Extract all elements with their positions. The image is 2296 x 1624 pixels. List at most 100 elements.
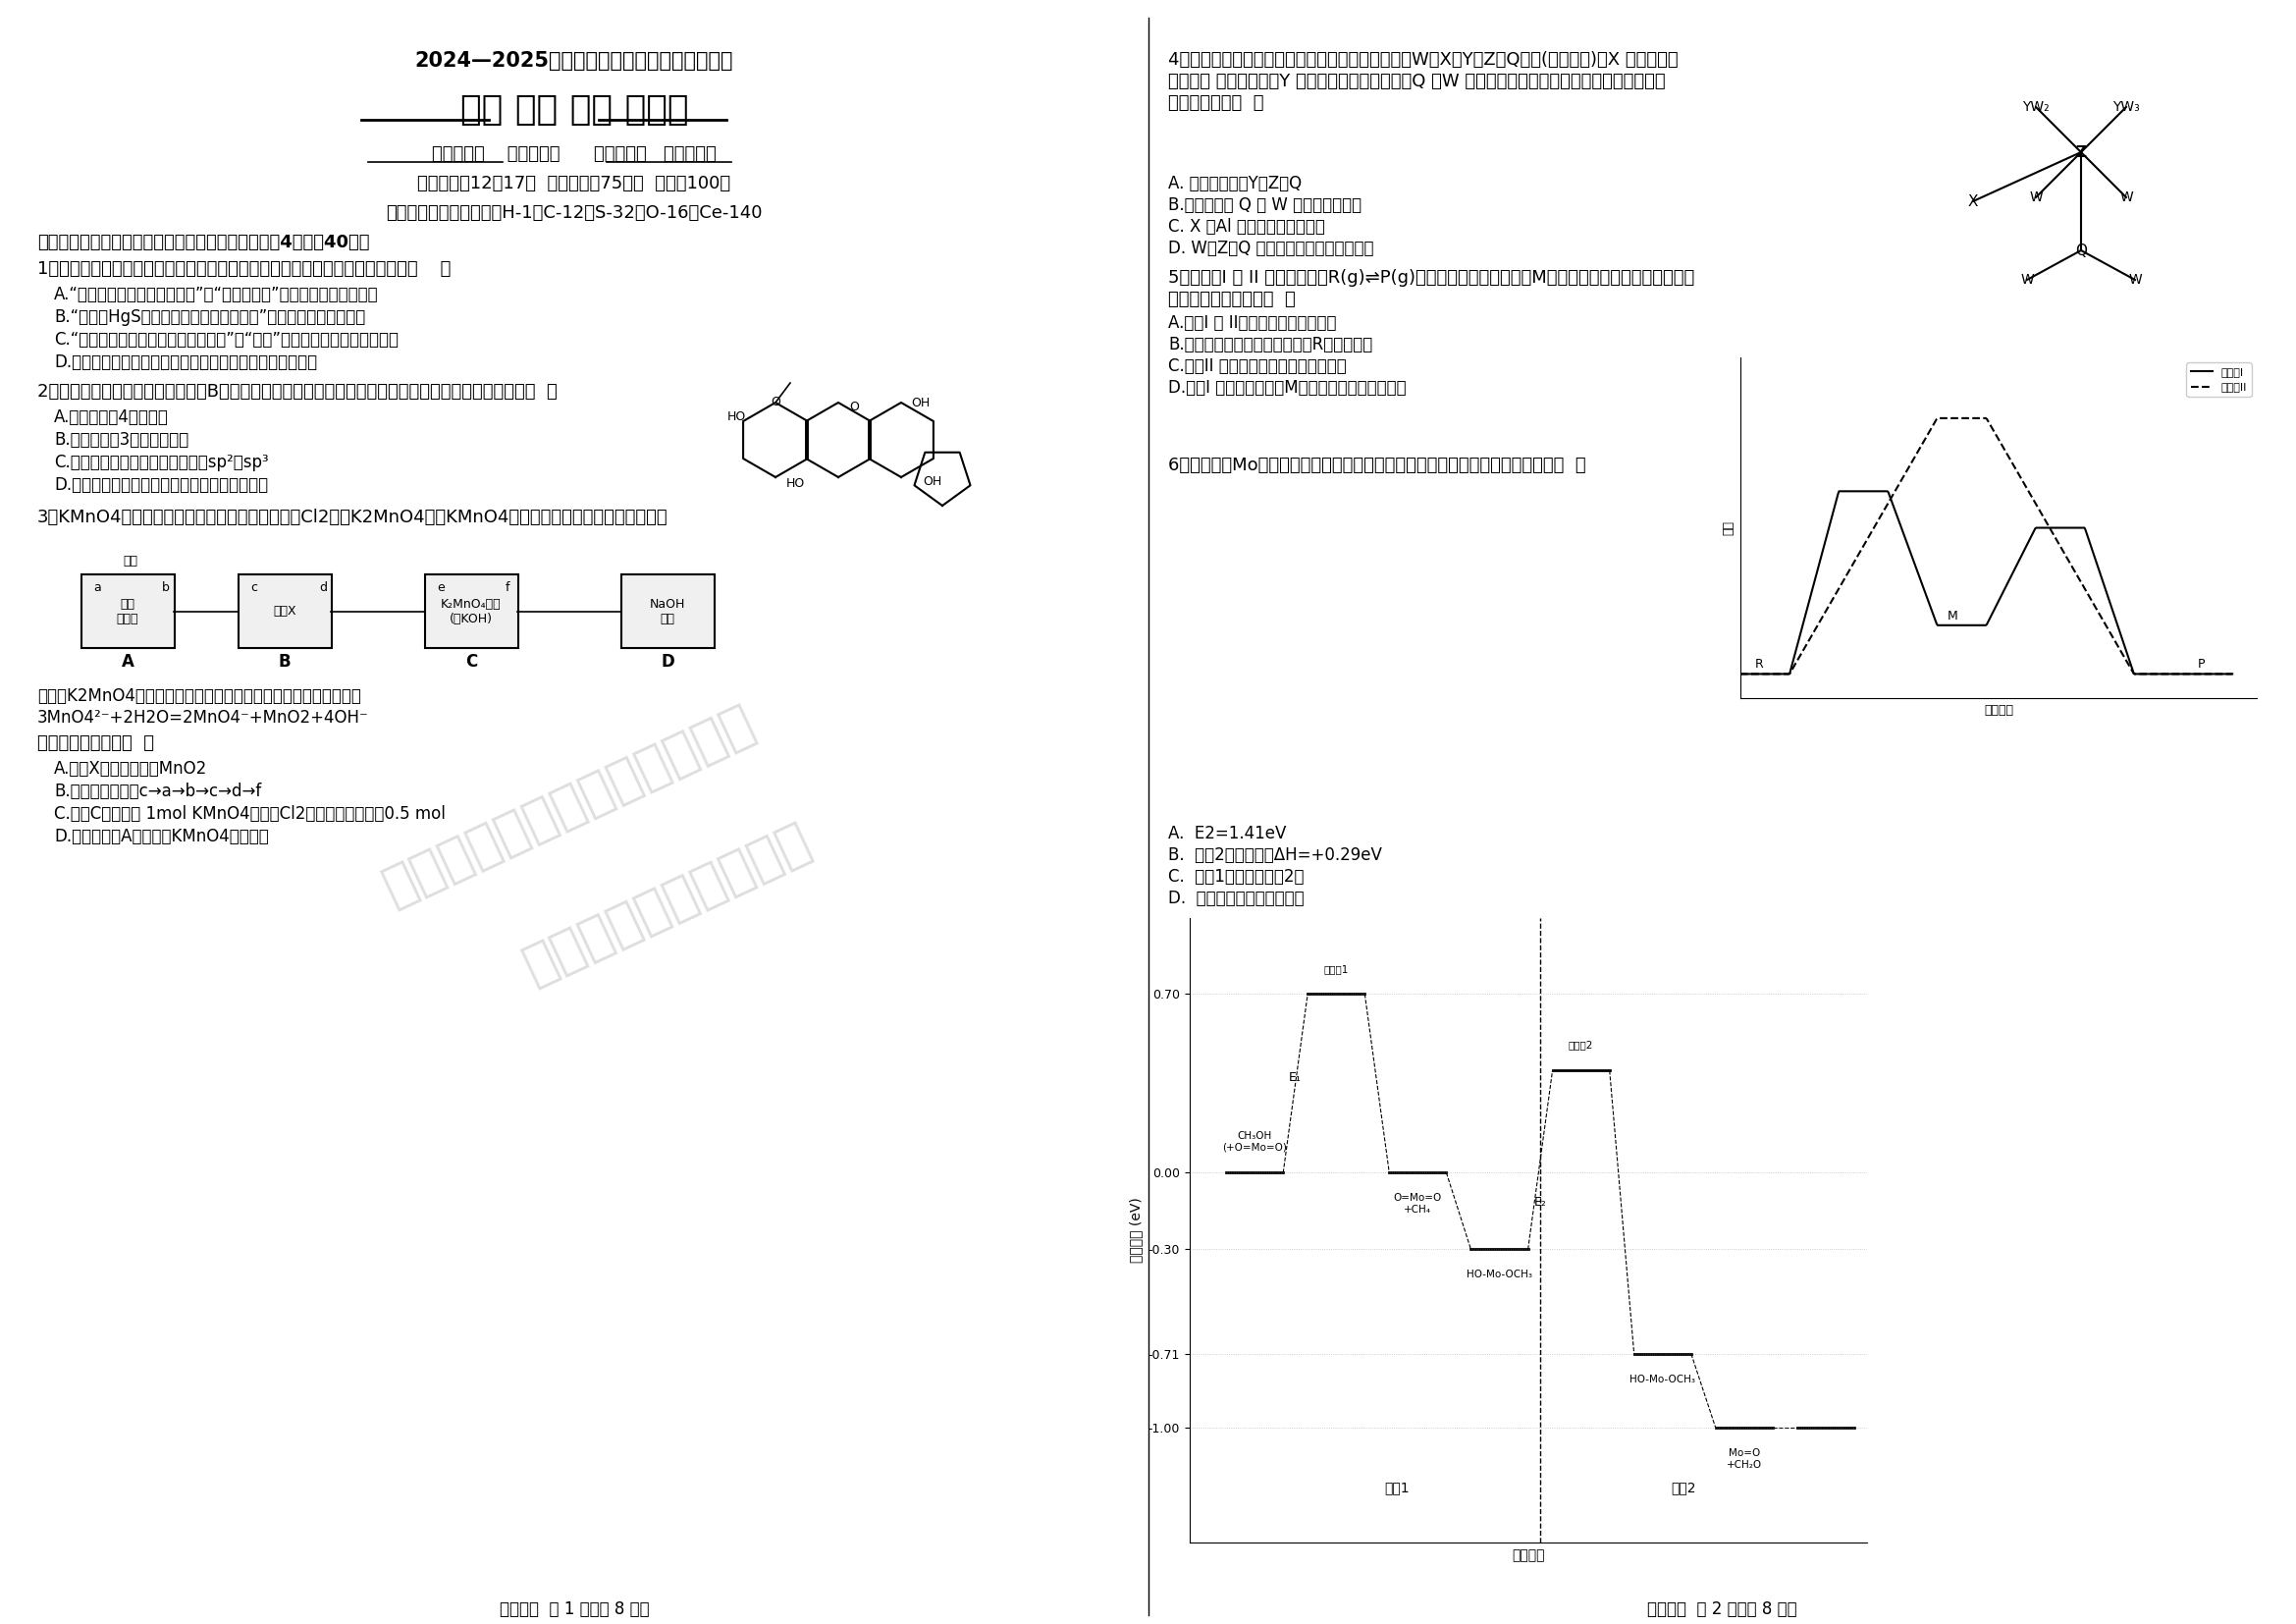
Text: A.分子中只有4种官能团: A.分子中只有4种官能团 <box>55 409 168 425</box>
Text: A. 第一电离能：Y＜Z＜Q: A. 第一电离能：Y＜Z＜Q <box>1169 175 1302 193</box>
Text: K₂MnO₄溶液
(稀KOH): K₂MnO₄溶液 (稀KOH) <box>441 598 501 625</box>
Text: 饱和
食盐水: 饱和 食盐水 <box>117 598 138 625</box>
Text: D.  该过程实现了甲烷的氧化: D. 该过程实现了甲烷的氧化 <box>1169 890 1304 908</box>
Text: E₂: E₂ <box>1534 1197 1548 1208</box>
Text: X: X <box>1968 193 1979 208</box>
Text: C: C <box>466 653 478 671</box>
催化剂I <box>1961 615 1988 635</box>
Text: 3、KMnO4是一种常用的氧化剂，某实验小组利用Cl2氧化K2MnO4制备KMnO4的装置如图所示（尖尾装置略）。: 3、KMnO4是一种常用的氧化剂，某实验小组利用Cl2氧化K2MnO4制备KMn… <box>37 508 668 526</box>
Text: e: e <box>436 581 445 594</box>
催化剂II <box>2131 664 2158 684</box>
Text: 微信搜索公众号：初中高中道: 微信搜索公众号：初中高中道 <box>377 697 762 914</box>
Text: Q: Q <box>2076 244 2087 258</box>
Text: 5、催化剂I 和 II 均能促进反应R(g)⇌P(g)，反应历程（下图）中，M为中间产物。其他条件相同时，: 5、催化剂I 和 II 均能促进反应R(g)⇌P(g)，反应历程（下图）中，M为… <box>1169 270 1694 287</box>
Text: NaOH
溶液: NaOH 溶液 <box>650 598 684 625</box>
催化剂I <box>1993 573 2020 593</box>
Text: O: O <box>850 401 859 414</box>
Text: b: b <box>163 581 170 594</box>
Text: HO-Mo-OCH₃: HO-Mo-OCH₃ <box>1467 1270 1531 1280</box>
Text: 步骤2: 步骤2 <box>1671 1481 1694 1494</box>
Text: 步骤1: 步骤1 <box>1384 1481 1410 1494</box>
催化剂I <box>2020 521 2048 541</box>
Text: 6、甲烷在某Mo催化剂作用下部分反应的能量变化如图所示，下列说法错误的是（  ）: 6、甲烷在某Mo催化剂作用下部分反应的能量变化如图所示，下列说法错误的是（ ） <box>1169 456 1587 474</box>
Text: A.使用I 和 II，反应历程都分步进行: A.使用I 和 II，反应历程都分步进行 <box>1169 313 1336 331</box>
Text: C.“九秋风露越峄岁，守得峨岭翠色来”，“翠色”是因为成分中含有氧化亚铜: C.“九秋风露越峄岁，守得峨岭翠色来”，“翠色”是因为成分中含有氧化亚铜 <box>55 331 400 349</box>
Text: 过渡态2: 过渡态2 <box>1568 1041 1593 1051</box>
Bar <box>425 575 519 648</box>
催化剂II <box>1993 445 2020 464</box>
Text: D. W、Z、Q 三种元素可形成离子化合物: D. W、Z、Q 三种元素可形成离子化合物 <box>1169 240 1373 257</box>
Text: C.装置C中每生成 1mol KMnO4，消耗Cl2的物质的量最大为0.5 mol: C.装置C中每生成 1mol KMnO4，消耗Cl2的物质的量最大为0.5 mo… <box>55 806 445 823</box>
Text: B.分子中仅含3个手性碳原子: B.分子中仅含3个手性碳原子 <box>55 430 188 448</box>
催化剂II <box>2218 664 2245 684</box>
Text: OH: OH <box>912 396 930 409</box>
Text: 下列说法不正确的是（  ）: 下列说法不正确的是（ ） <box>1169 291 1295 309</box>
X-axis label: 反应过程: 反应过程 <box>1984 703 2014 716</box>
催化剂II <box>1924 409 1952 429</box>
Text: B.  步骤2逆向反应的ΔH=+0.29eV: B. 步骤2逆向反应的ΔH=+0.29eV <box>1169 846 1382 864</box>
催化剂I <box>1727 664 1754 684</box>
Text: 命题教师：    高三集备组      审核教师：   高三集备组: 命题教师： 高三集备组 审核教师： 高三集备组 <box>432 145 716 162</box>
Text: HO-Mo-OCH₃: HO-Mo-OCH₃ <box>1630 1374 1694 1384</box>
Text: HO: HO <box>728 411 746 424</box>
Text: Z: Z <box>2076 145 2087 159</box>
Bar <box>80 575 174 648</box>
催化剂I <box>2209 664 2236 684</box>
Text: Mo=O
+CH₂O: Mo=O +CH₂O <box>1727 1449 1761 1470</box>
Text: A.  E2=1.41eV: A. E2=1.41eV <box>1169 825 1286 843</box>
Text: B.该化合物中 Q 和 W 之间可形成氢键: B.该化合物中 Q 和 W 之间可形成氢键 <box>1169 197 1362 214</box>
Text: 高三化学  第 1 页（共 8 页）: 高三化学 第 1 页（共 8 页） <box>498 1600 650 1618</box>
Text: 1、中华优秀传统文化源远流长，化学与文化传承密不可分。下列说法正确的是（    ）: 1、中华优秀传统文化源远流长，化学与文化传承密不可分。下列说法正确的是（ ） <box>37 260 450 278</box>
Line: 催化剂II: 催化剂II <box>1740 419 2232 674</box>
Text: 盐酸: 盐酸 <box>122 555 138 567</box>
Y-axis label: 能量变化 (eV): 能量变化 (eV) <box>1130 1197 1143 1263</box>
催化剂II <box>1727 664 1754 684</box>
Line: 催化剂I: 催化剂I <box>1740 492 2232 674</box>
Text: C.  步骤1的反应比步骤2快: C. 步骤1的反应比步骤2快 <box>1169 867 1304 885</box>
Text: B: B <box>278 653 292 671</box>
Text: C.使用II 时，反应体系更容易达到平衡: C.使用II 时，反应体系更容易达到平衡 <box>1169 357 1345 375</box>
Text: D: D <box>661 653 675 671</box>
Text: 4、某化合物由原子序数依次增大的短周期主族元素W、X、Y、Z、Q组成(结构如图)。X 的最外层电: 4、某化合物由原子序数依次增大的短周期主族元素W、X、Y、Z、Q组成(结构如图)… <box>1169 50 1678 68</box>
Text: YW₂: YW₂ <box>2023 101 2050 114</box>
Text: A.“世间丝、麻、纤、绑等素材”，“丝、麻、纤”的主要成分都是蛋白质: A.“世间丝、麻、纤、绑等素材”，“丝、麻、纤”的主要成分都是蛋白质 <box>55 286 379 304</box>
Text: 2024—2025学年闽侯一中第一学期第二次月考: 2024—2025学年闽侯一中第一学期第二次月考 <box>416 50 732 71</box>
Text: W: W <box>2030 190 2043 205</box>
X-axis label: 反应过程: 反应过程 <box>1511 1548 1545 1562</box>
催化剂I <box>1825 482 1853 502</box>
催化剂I <box>1963 615 1991 635</box>
Text: YW₃: YW₃ <box>2112 101 2140 114</box>
Text: B.“丹砂（HgS）烧之成水銀，积又还丹砂”中涉及的反应可逆反应: B.“丹砂（HgS）烧之成水銀，积又还丹砂”中涉及的反应可逆反应 <box>55 309 365 326</box>
Text: HO: HO <box>785 477 806 489</box>
Text: 高三化学  第 2 页（共 8 页）: 高三化学 第 2 页（共 8 页） <box>1646 1600 1798 1618</box>
Text: 考试日期：12月17日  完卷时间：75分钟  满分：100分: 考试日期：12月17日 完卷时间：75分钟 满分：100分 <box>418 175 730 193</box>
Text: 3MnO4²⁻+2H2O=2MnO4⁻+MnO2+4OH⁻: 3MnO4²⁻+2H2O=2MnO4⁻+MnO2+4OH⁻ <box>37 710 370 726</box>
Text: W: W <box>2128 273 2142 287</box>
Text: P: P <box>2197 658 2204 671</box>
Text: R: R <box>1754 658 1763 671</box>
Text: 第一时间获取最新资料: 第一时间获取最新资料 <box>517 815 820 992</box>
Text: 试剂X: 试剂X <box>273 606 296 619</box>
Text: 已知：K2MnO4在浓强庱液中可稳定存在，庱性减弱时易发生反应：: 已知：K2MnO4在浓强庱液中可稳定存在，庱性减弱时易发生反应： <box>37 687 360 705</box>
Text: D.海客发荆地了大量保存好的精美器皮，这与金的惰性有关: D.海客发荆地了大量保存好的精美器皮，这与金的惰性有关 <box>55 354 317 372</box>
Text: O=Mo=O
+CH₄: O=Mo=O +CH₄ <box>1394 1194 1442 1215</box>
Text: 子数等于 内层电子数，Y 是有机物分子骨架元素，Q 和W 能形成两种室温下常见的液态化合物。下列: 子数等于 内层电子数，Y 是有机物分子骨架元素，Q 和W 能形成两种室温下常见的… <box>1169 73 1665 91</box>
Text: 下列说法错误的是（  ）: 下列说法错误的是（ ） <box>37 734 154 752</box>
催化剂II <box>2020 492 2048 512</box>
Text: A: A <box>122 653 133 671</box>
催化剂II <box>1963 409 1991 429</box>
催化剂II <box>1961 409 1988 429</box>
催化剂II <box>2209 664 2236 684</box>
Text: CH₃OH
(+O=Mo=O): CH₃OH (+O=Mo=O) <box>1221 1132 1288 1153</box>
Text: c: c <box>250 581 257 594</box>
Text: OH: OH <box>923 474 941 487</box>
Text: B.反应达到平衡时，升高温度，R的浓度增大: B.反应达到平衡时，升高温度，R的浓度增大 <box>1169 336 1373 354</box>
Text: f: f <box>505 581 510 594</box>
Text: D.该物质可发生氧化反应，加成反应和氧化反应: D.该物质可发生氧化反应，加成反应和氧化反应 <box>55 476 269 494</box>
Text: E₁: E₁ <box>1288 1072 1302 1083</box>
Text: D.使用I 时，反应过程中M所能达到的最高浓度更大: D.使用I 时，反应过程中M所能达到的最高浓度更大 <box>1169 378 1405 396</box>
Text: a: a <box>94 581 101 594</box>
Y-axis label: 能量: 能量 <box>1722 520 1736 536</box>
Text: 可能用到的相对原子量：H-1，C-12，S-32，O-16，Ce-140: 可能用到的相对原子量：H-1，C-12，S-32，O-16，Ce-140 <box>386 205 762 222</box>
Text: B.装置连接顺序是c→a→b→c→d→f: B.装置连接顺序是c→a→b→c→d→f <box>55 783 262 801</box>
